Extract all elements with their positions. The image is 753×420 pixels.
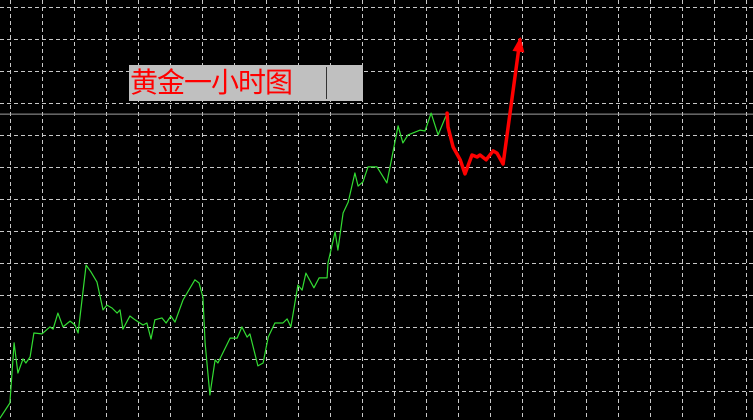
arrow-head-icon: [512, 36, 525, 53]
forecast-arrow-line: [445, 38, 522, 176]
chart-title: 黄金一小时图: [130, 66, 293, 99]
price-line-series: [0, 112, 448, 419]
text-caret: [326, 67, 327, 99]
chart-title-box: 黄金一小时图: [129, 65, 363, 101]
